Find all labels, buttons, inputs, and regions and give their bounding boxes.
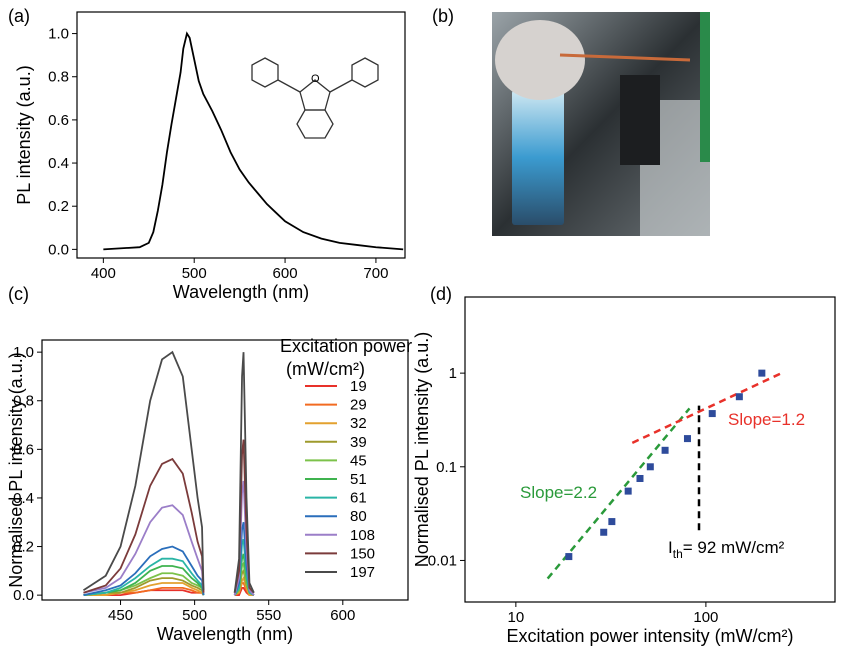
legend-label: 150 <box>350 545 375 562</box>
legend-label: 197 <box>350 564 375 581</box>
legend-label: 51 <box>350 471 367 488</box>
series-line <box>83 439 255 594</box>
series-line <box>83 480 255 596</box>
threshold-symbol: I <box>668 538 673 557</box>
fit-line <box>631 371 783 445</box>
x-tick-label: 600 <box>330 607 355 624</box>
fit-line <box>546 407 691 580</box>
y-axis-label: Normalised PL intensity (a.u.) <box>412 332 432 567</box>
y-tick-label: 0.8 <box>48 69 69 86</box>
plot-frame <box>76 11 406 259</box>
x-axis-label: Wavelength (nm) <box>157 624 293 644</box>
legend-label: 80 <box>350 508 367 525</box>
data-point <box>600 528 608 536</box>
y-tick-label: 0.6 <box>13 441 34 458</box>
x-tick-label: 500 <box>182 265 207 282</box>
plot-frame <box>41 339 409 601</box>
legend-label: 108 <box>350 527 375 544</box>
legend-label: 29 <box>350 397 367 414</box>
threshold-text: = 92 mW/cm² <box>683 538 785 557</box>
spectrum-line <box>103 31 404 251</box>
y-tick-label: 0.6 <box>48 112 69 129</box>
x-axis-label: Wavelength (nm) <box>173 282 309 302</box>
y-tick-label: 0.01 <box>428 552 457 569</box>
plot-frame <box>464 296 836 603</box>
threshold-label: Ith= 92 mW/cm² <box>668 538 785 561</box>
data-point <box>758 369 766 377</box>
panel-label: (b) <box>432 6 454 26</box>
legend-label: 32 <box>350 415 367 432</box>
threshold-subscript: th <box>673 547 683 561</box>
data-point <box>708 410 716 418</box>
panel-label: (a) <box>8 6 30 26</box>
y-tick-label: 0.2 <box>48 198 69 215</box>
series-line <box>83 538 255 597</box>
y-tick-label: 0.8 <box>13 393 34 410</box>
annotation: Slope=1.2 <box>728 410 805 429</box>
x-axis-label: Excitation power intensity (mW/cm²) <box>506 626 793 646</box>
data-point <box>661 446 669 454</box>
legend-label: 19 <box>350 378 367 395</box>
photo <box>492 12 710 236</box>
data-point <box>735 393 743 401</box>
legend-label: 45 <box>350 452 367 469</box>
oxygen-atom: O <box>311 73 320 85</box>
y-tick-label: 0.4 <box>48 155 69 172</box>
x-tick-label: 600 <box>273 265 298 282</box>
data-point <box>608 518 616 526</box>
molecule <box>251 57 379 139</box>
panel-label: (d) <box>430 284 452 304</box>
series-line <box>82 350 255 594</box>
panel-label: (c) <box>8 284 29 304</box>
y-tick-label: 0.2 <box>13 539 34 556</box>
x-tick-label: 700 <box>363 265 388 282</box>
data-point <box>636 474 644 482</box>
y-tick-label: 0.1 <box>436 459 457 476</box>
legend-label: 39 <box>350 434 367 451</box>
x-tick-label: 100 <box>693 609 718 626</box>
x-tick-label: 550 <box>256 607 281 624</box>
legend-title: Excitation power <box>280 336 412 356</box>
y-tick-label: 0.4 <box>13 490 34 507</box>
data-point <box>624 487 632 495</box>
y-tick-label: 1 <box>449 365 457 382</box>
x-tick-label: 400 <box>91 265 116 282</box>
y-tick-label: 0.0 <box>13 587 34 604</box>
data-point <box>646 463 654 471</box>
y-tick-label: 1.0 <box>48 26 69 43</box>
y-tick-label: 0.0 <box>48 241 69 258</box>
x-tick-label: 450 <box>108 607 133 624</box>
legend-label: 61 <box>350 490 367 507</box>
annotation: Slope=2.2 <box>520 483 597 502</box>
data-point <box>565 553 573 561</box>
legend-title: (mW/cm²) <box>286 359 365 379</box>
y-tick-label: 1.0 <box>13 344 34 361</box>
data-point <box>683 435 691 443</box>
y-axis-label: PL intensity (a.u.) <box>14 65 34 204</box>
x-tick-label: 10 <box>508 609 525 626</box>
x-tick-label: 500 <box>182 607 207 624</box>
y-axis-label: Normalised PL intensity (a.u.) <box>6 352 26 587</box>
